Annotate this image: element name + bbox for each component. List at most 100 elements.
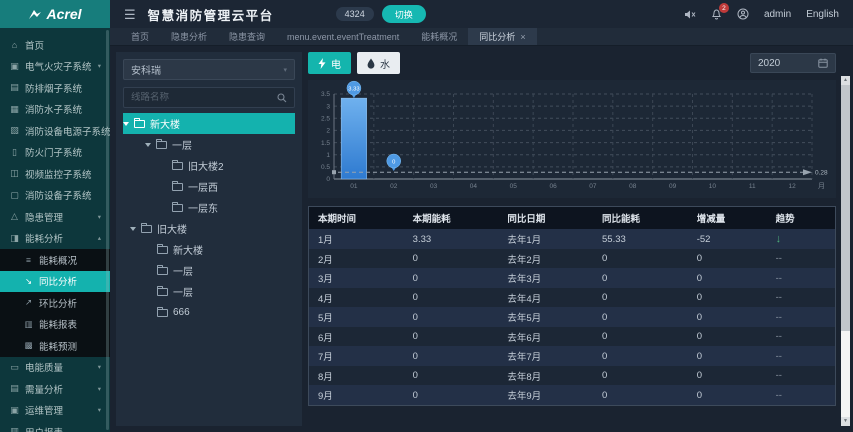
tab-hazard-query[interactable]: 隐患查询 <box>218 28 276 45</box>
tab-energy-overview[interactable]: 能耗概况 <box>410 28 468 45</box>
tree-node-label: 一层西 <box>188 183 218 194</box>
column-header: 同比能耗 <box>602 214 641 225</box>
tab-label: 能耗概况 <box>421 32 458 42</box>
chart-toolbar: 电 水 2020 <box>308 52 836 74</box>
table-cell: 0 <box>696 253 702 265</box>
search-input[interactable] <box>131 92 277 103</box>
tree-node-new-building[interactable]: 新大楼 <box>123 113 295 134</box>
table-cell: 去年1月 <box>507 235 542 247</box>
table-cell: 0 <box>696 292 702 304</box>
energy-report-icon: ▥ <box>24 318 33 329</box>
tab-yoy-analysis[interactable]: 同比分析 × <box>468 28 537 45</box>
comparison-table: 本期时间 本期能耗 同比日期 同比能耗 增减量 趋势 1月 3.33 去年1月 55.33 -52… <box>308 206 836 406</box>
username[interactable]: admin <box>763 8 792 20</box>
energy-analysis-icon: ◨ <box>10 232 19 243</box>
water-drop-icon <box>367 58 375 69</box>
tree-node-floor-1b[interactable]: 一层 <box>123 260 295 281</box>
tree-node-floor-1-west[interactable]: 一层西 <box>123 176 295 197</box>
sidebar-item-hazard-mgmt[interactable]: △ 隐患管理 ▾ <box>0 206 110 228</box>
tree-node-old-building-2[interactable]: 旧大楼2 <box>123 155 295 176</box>
sidebar-item-fire-door[interactable]: ▯ 防火门子系统 <box>0 142 110 164</box>
tab-hazard-analysis[interactable]: 隐患分析 <box>160 28 218 45</box>
fire-water-icon: ▦ <box>10 103 19 114</box>
switch-button[interactable]: 切换 <box>381 5 426 23</box>
tree-node-label: 旧大楼2 <box>188 162 224 173</box>
table-cell: 0 <box>602 389 608 401</box>
mom-analysis-icon: ↗ <box>24 297 33 308</box>
column-header: 本期时间 <box>318 214 357 225</box>
language-switcher[interactable]: English <box>806 8 839 20</box>
tree-node-label: 一层 <box>172 141 192 152</box>
scroll-up-button[interactable]: ▲ <box>841 76 850 85</box>
submenu-item-energy-report[interactable]: ▥ 能耗报表 <box>0 314 110 336</box>
sidebar-item-smoke-control[interactable]: ▤ 防排烟子系统 <box>0 77 110 99</box>
tab-label: 同比分析 <box>479 32 516 42</box>
table-cell: 去年2月 <box>507 254 542 266</box>
tree-expand-caret[interactable] <box>145 142 151 147</box>
table-row-month-2: 2月 0 去年2月 0 0 -- <box>309 248 835 268</box>
electric-toggle-button[interactable]: 电 <box>308 52 351 74</box>
table-cell: 0 <box>602 331 608 343</box>
table-cell: 9月 <box>318 391 333 403</box>
scrollbar-thumb[interactable] <box>841 85 850 331</box>
sidebar-item-fire-device-power[interactable]: ▧ 消防设备电源子系统 <box>0 120 110 142</box>
submenu-item-yoy-analysis[interactable]: ↘ 同比分析 <box>0 270 110 292</box>
tree-expand-caret[interactable] <box>123 121 129 126</box>
sidebar-item-demand-analysis[interactable]: ▤ 需量分析 ▾ <box>0 378 110 400</box>
menu-collapse-icon[interactable]: ☰ <box>124 6 136 22</box>
notification-bell-icon[interactable]: 2 <box>711 3 729 20</box>
table-cell: 0 <box>412 389 418 401</box>
sound-icon[interactable] <box>684 9 696 20</box>
chevron-down-icon: ▾ <box>97 407 101 415</box>
sidebar-item-home[interactable]: ⌂ 首页 <box>0 34 110 56</box>
svg-text:10: 10 <box>709 183 717 190</box>
sidebar-item-ops-mgmt[interactable]: ▣ 运维管理 ▾ <box>0 400 110 422</box>
tab-home[interactable]: 首页 <box>120 28 160 45</box>
folder-icon <box>134 117 145 128</box>
scroll-down-button[interactable]: ▼ <box>841 417 850 426</box>
folder-icon <box>157 264 168 275</box>
table-cell: 5月 <box>318 313 333 325</box>
table-cell: 3.33 <box>412 233 432 245</box>
tree-node-floor-1-east[interactable]: 一层东 <box>123 197 295 218</box>
sidebar-item-electric-fire[interactable]: ▣ 电气火灾子系统 ▾ <box>0 56 110 78</box>
table-cell: 0 <box>696 311 702 323</box>
tree-node-floor-1c[interactable]: 一层 <box>123 281 295 302</box>
tab-close-icon[interactable]: × <box>520 31 526 42</box>
vertical-scrollbar[interactable]: ▲ ▼ <box>841 76 850 426</box>
submenu-item-energy-overview[interactable]: ≡ 能耗概况 <box>0 249 110 271</box>
sidebar-item-video-monitor[interactable]: ◫ 视频监控子系统 <box>0 163 110 185</box>
notification-count-badge: 2 <box>718 3 729 13</box>
tab-label: 首页 <box>131 32 150 42</box>
tree-node-new-building-2[interactable]: 新大楼 <box>123 239 295 260</box>
sidebar-item-power-quality[interactable]: ▭ 电能质量 ▾ <box>0 357 110 379</box>
submenu-item-mom-analysis[interactable]: ↗ 环比分析 <box>0 292 110 314</box>
water-label: 水 <box>380 59 390 71</box>
chevron-down-icon: ▾ <box>97 364 101 372</box>
sidebar-item-energy-analysis[interactable]: ◨ 能耗分析 ▴ <box>0 228 110 250</box>
scrollbar-track[interactable] <box>841 85 850 417</box>
fire-device-power-icon: ▧ <box>10 125 19 136</box>
sidebar-item-user-report[interactable]: ▥ 用户报表 <box>0 421 110 432</box>
submenu-item-energy-forecast[interactable]: ▩ 能耗预测 <box>0 335 110 357</box>
sidebar-item-fire-device[interactable]: ▢ 消防设备子系统 <box>0 185 110 207</box>
power-quality-icon: ▭ <box>10 361 19 372</box>
folder-icon <box>172 159 183 170</box>
table-cell: 8月 <box>318 371 333 383</box>
year-picker[interactable]: 2020 <box>750 53 836 73</box>
water-toggle-button[interactable]: 水 <box>357 52 400 74</box>
acrel-logo-icon <box>29 10 42 19</box>
tree-node-old-building[interactable]: 旧大楼 <box>123 218 295 239</box>
project-select[interactable]: 安科瑞 ▾ <box>123 59 295 80</box>
tree-expand-caret[interactable] <box>130 226 136 231</box>
tab-event-treatment[interactable]: menu.event.eventTreatment <box>276 28 410 45</box>
tree-node-node-666[interactable]: 666 <box>123 302 295 323</box>
tree-node-floor-1[interactable]: 一层 <box>123 134 295 155</box>
search-icon[interactable] <box>277 92 287 103</box>
submenu-energy-analysis: ≡ 能耗概况 ↘ 同比分析 ↗ 环比分析 ▥ 能耗报表 ▩ 能耗预测 <box>0 249 110 357</box>
user-avatar-icon[interactable] <box>737 8 749 20</box>
menu-label: 同比分析 <box>39 277 78 289</box>
sidebar-item-fire-water[interactable]: ▦ 消防水子系统 <box>0 99 110 121</box>
table-cell: 0 <box>696 370 702 382</box>
